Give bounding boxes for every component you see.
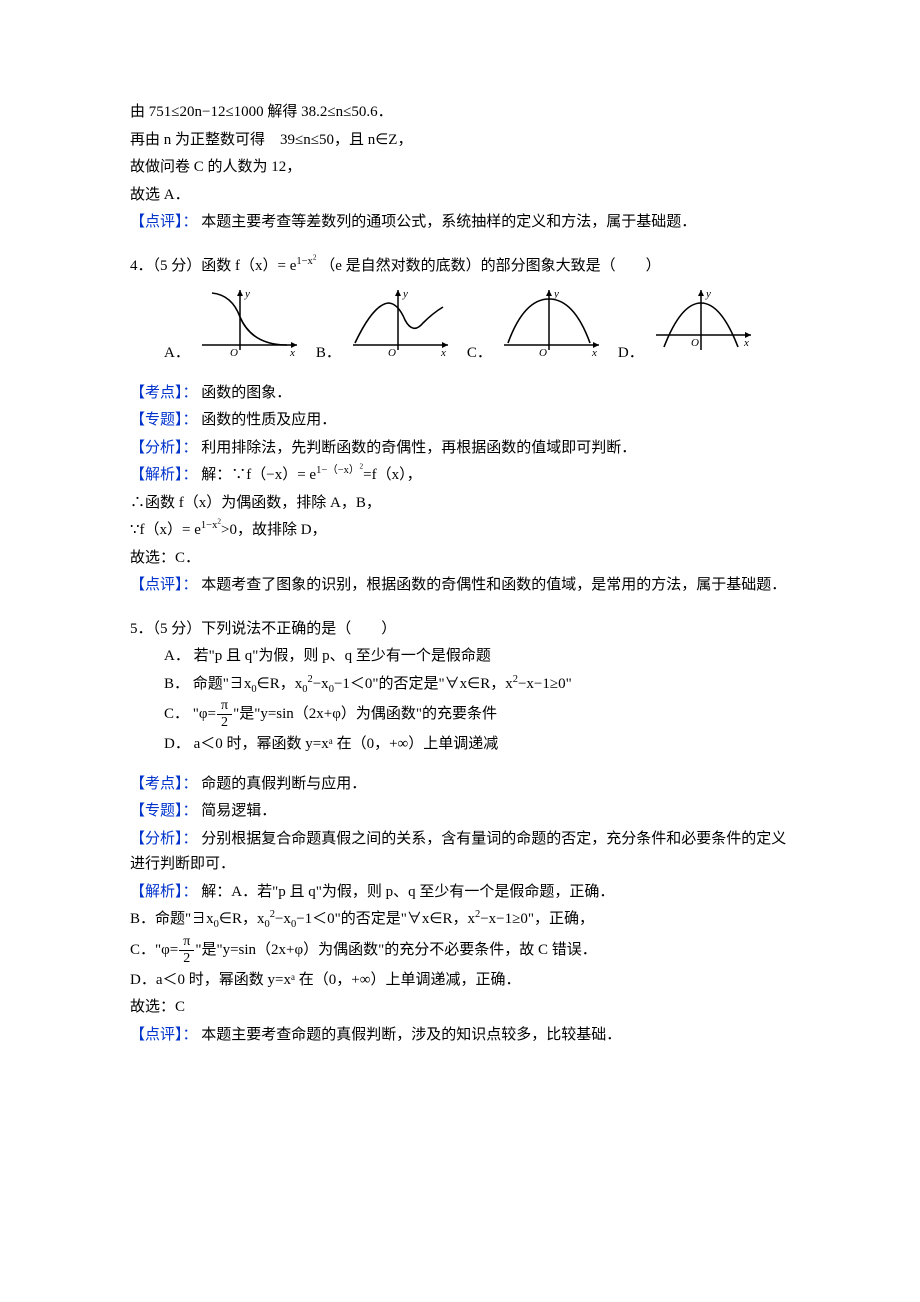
kd-label: 【考点】： bbox=[130, 776, 198, 792]
svg-text:x: x bbox=[743, 337, 749, 349]
zt-label: 【专题】： bbox=[130, 803, 198, 819]
optB-label: B． bbox=[164, 676, 189, 692]
graph-c: O x y bbox=[494, 285, 604, 367]
optC-label: C． bbox=[467, 341, 492, 367]
q5-kd: 【考点】： 命题的真假判断与应用． bbox=[130, 772, 790, 798]
q4: 4．（5 分）函数 f（x）= e1−x2 （e 是自然对数的底数）的部分图象大… bbox=[130, 254, 790, 599]
q4-optB: B． O x y bbox=[316, 285, 453, 367]
svg-text:y: y bbox=[402, 288, 408, 300]
q5-jx-C: C．"φ=π2"是"y=sin（2x+φ）为偶函数"的充分不必要条件，故 C 错… bbox=[130, 935, 790, 966]
q4-dp: 【点评】： 本题考查了图象的识别，根据函数的奇偶性和函数的值域，是常用的方法，属… bbox=[130, 573, 790, 599]
jx-A: 解：A．若"p 且 q"为假，则 p、q 至少有一个是假命题，正确． bbox=[201, 884, 614, 900]
dp-text: 本题主要考查命题的真假判断，涉及的知识点较多，比较基础． bbox=[201, 1027, 621, 1043]
fx-label: 【分析】： bbox=[130, 831, 198, 847]
svg-text:x: x bbox=[289, 347, 295, 357]
q5-optA: A． 若"p 且 q"为假，则 p、q 至少有一个是假命题 bbox=[130, 644, 790, 670]
dp-text: 本题主要考查等差数列的通项公式，系统抽样的定义和方法，属于基础题． bbox=[201, 214, 696, 230]
frac-pi-2: π2 bbox=[179, 935, 194, 966]
q5-jx-B: B．命题"∃x0∈R，x02−x0−1＜0"的否定是"∀x∈R，x2−x−1≥0… bbox=[130, 907, 790, 933]
q4-stem: 4．（5 分）函数 f（x）= e1−x2 （e 是自然对数的底数）的部分图象大… bbox=[130, 254, 790, 280]
jx-label: 【解析】： bbox=[130, 884, 198, 900]
dp-label: 【点评】： bbox=[130, 1027, 198, 1043]
q4-jx-l3: ∵f（x）= e1−x2>0，故排除 D， bbox=[130, 518, 790, 544]
optB-label: B． bbox=[316, 341, 341, 367]
jx3-pre: ∵f（x）= e bbox=[130, 522, 201, 538]
svg-text:y: y bbox=[705, 288, 711, 300]
q5-fx: 【分析】： 分别根据复合命题真假之间的关系，含有量词的命题的否定，充分条件和必要… bbox=[130, 827, 790, 878]
graph-d: O x y bbox=[646, 285, 756, 367]
q5-optB: B． 命题"∃x0∈R，x02−x0−1＜0"的否定是"∀x∈R，x2−x−1≥… bbox=[130, 672, 790, 698]
q4-kd: 【考点】： 函数的图象． bbox=[130, 381, 790, 407]
dp-label: 【点评】： bbox=[130, 214, 198, 230]
q5-stem: 5．（5 分）下列说法不正确的是（ ） bbox=[130, 617, 790, 643]
jx-suf: =f（x）， bbox=[363, 467, 421, 483]
zt-label: 【专题】： bbox=[130, 412, 198, 428]
optA-text: 若"p 且 q"为假，则 p、q 至少有一个是假命题 bbox=[194, 648, 491, 664]
graph-b: O x y bbox=[343, 285, 453, 367]
jx-label: 【解析】： bbox=[130, 467, 198, 483]
zt-text: 简易逻辑． bbox=[201, 803, 276, 819]
q5-dp: 【点评】： 本题主要考查命题的真假判断，涉及的知识点较多，比较基础． bbox=[130, 1023, 790, 1049]
jx-pre: 解：∵f（−x）= e bbox=[201, 467, 316, 483]
q4-exp: 1−x2 bbox=[296, 256, 316, 267]
kd-text: 函数的图象． bbox=[201, 385, 291, 401]
q4-optA: A． O x y bbox=[164, 285, 302, 367]
optD-text: a＜0 时，幂函数 y=xᵃ 在（0，+∞）上单调递减 bbox=[194, 736, 499, 752]
jx-exp: 1−（−x）2 bbox=[316, 465, 363, 476]
q4-optD: D． O x y bbox=[618, 285, 756, 367]
q3-solution: 由 751≤20n−12≤1000 解得 38.2≤n≤50.6． 再由 n 为… bbox=[130, 100, 790, 236]
optD-label: D． bbox=[618, 341, 644, 367]
fx-label: 【分析】： bbox=[130, 440, 198, 456]
kd-label: 【考点】： bbox=[130, 385, 198, 401]
frac-pi-2: π2 bbox=[217, 699, 232, 730]
svg-text:O: O bbox=[388, 347, 396, 357]
kd-text: 命题的真假判断与应用． bbox=[201, 776, 366, 792]
q3-l4: 故选 A． bbox=[130, 183, 790, 209]
q4-fx: 【分析】： 利用排除法，先判断函数的奇偶性，再根据函数的值域即可判断． bbox=[130, 436, 790, 462]
q5-ans: 故选：C bbox=[130, 995, 790, 1021]
q4-ans: 故选：C． bbox=[130, 546, 790, 572]
q4-jx: 【解析】： 解：∵f（−x）= e1−（−x）2=f（x）， bbox=[130, 463, 790, 489]
svg-text:O: O bbox=[230, 347, 238, 357]
jx3-exp: 1−x2 bbox=[201, 520, 221, 531]
q5-optD: D． a＜0 时，幂函数 y=xᵃ 在（0，+∞）上单调递减 bbox=[130, 732, 790, 758]
q4-optC: C． O x y bbox=[467, 285, 604, 367]
q4-stem-prefix: 4．（5 分）函数 bbox=[130, 258, 231, 274]
dp-text: 本题考查了图象的识别，根据函数的奇偶性和函数的值域，是常用的方法，属于基础题． bbox=[201, 577, 786, 593]
svg-text:x: x bbox=[591, 347, 597, 357]
q4-jx-l2: ∴函数 f（x）为偶函数，排除 A，B， bbox=[130, 491, 790, 517]
jx3-suf: >0，故排除 D， bbox=[221, 522, 327, 538]
q3-l3: 故做问卷 C 的人数为 12， bbox=[130, 155, 790, 181]
optD-label: D． bbox=[164, 736, 190, 752]
q4-fn: f（x）= e bbox=[235, 258, 296, 274]
optA-label: A． bbox=[164, 341, 190, 367]
svg-text:O: O bbox=[539, 347, 547, 357]
q3-l2: 再由 n 为正整数可得 39≤n≤50，且 n∈Z， bbox=[130, 128, 790, 154]
q5-jx-A: 【解析】： 解：A．若"p 且 q"为假，则 p、q 至少有一个是假命题，正确． bbox=[130, 880, 790, 906]
zt-text: 函数的性质及应用． bbox=[201, 412, 336, 428]
q5-zt: 【专题】： 简易逻辑． bbox=[130, 799, 790, 825]
fx-text: 分别根据复合命题真假之间的关系，含有量词的命题的否定，充分条件和必要条件的定义进… bbox=[130, 831, 786, 873]
q4-options: A． O x y B． bbox=[130, 285, 790, 367]
q4-stem-suffix: （e 是自然对数的底数）的部分图象大致是（ ） bbox=[320, 258, 660, 274]
optC-label: C． bbox=[164, 706, 189, 722]
svg-text:x: x bbox=[440, 347, 446, 357]
svg-text:y: y bbox=[553, 288, 559, 300]
graph-a: O x y bbox=[192, 285, 302, 367]
fx-text: 利用排除法，先判断函数的奇偶性，再根据函数的值域即可判断． bbox=[201, 440, 636, 456]
dp-label: 【点评】： bbox=[130, 577, 198, 593]
q3-dp: 【点评】： 本题主要考查等差数列的通项公式，系统抽样的定义和方法，属于基础题． bbox=[130, 210, 790, 236]
q5-jx-D: D．a＜0 时，幂函数 y=xᵃ 在（0，+∞）上单调递减，正确． bbox=[130, 968, 790, 994]
optA-label: A． bbox=[164, 648, 190, 664]
svg-text:y: y bbox=[244, 288, 250, 300]
q3-l1: 由 751≤20n−12≤1000 解得 38.2≤n≤50.6． bbox=[130, 100, 790, 126]
q4-zt: 【专题】： 函数的性质及应用． bbox=[130, 408, 790, 434]
q5: 5．（5 分）下列说法不正确的是（ ） A． 若"p 且 q"为假，则 p、q … bbox=[130, 617, 790, 1049]
q5-optC: C． "φ=π2"是"y=sin（2x+φ）为偶函数"的充要条件 bbox=[130, 699, 790, 730]
svg-text:O: O bbox=[691, 337, 699, 349]
